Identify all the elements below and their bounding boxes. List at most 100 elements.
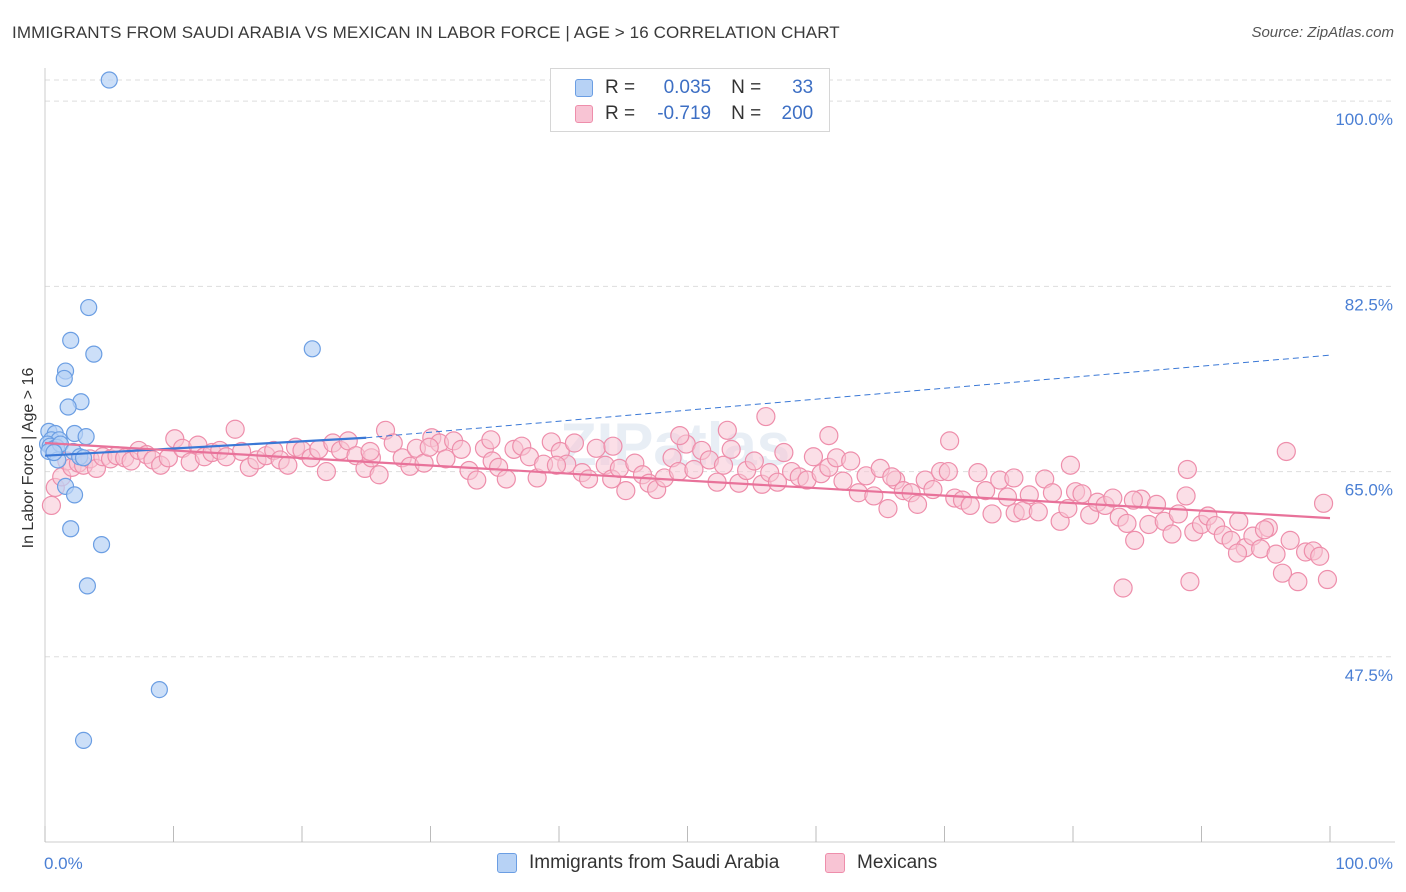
mexicans-point: [833, 471, 853, 491]
saudi-arabia-point: [55, 369, 73, 388]
legend-swatch-blue: [497, 853, 517, 873]
x-tick-label: 0.0%: [44, 854, 83, 873]
mexicans-point: [436, 449, 456, 469]
y-tick-label: 47.5%: [1345, 666, 1393, 685]
mexicans-point: [496, 469, 516, 489]
mexicans-point: [1313, 493, 1334, 513]
source-credit: Source: ZipAtlas.com: [1251, 24, 1394, 41]
saudi-arabia-point: [80, 298, 98, 317]
saudi-arabia-point: [92, 536, 111, 554]
mexicans-point: [451, 439, 471, 459]
x-tick-label: 100.0%: [1335, 854, 1393, 873]
legend-item-mexicans: Mexicans: [825, 852, 937, 874]
saudi-arabia-points: [38, 71, 321, 750]
saudi-arabia-point: [100, 71, 118, 89]
mexicans-point: [586, 438, 606, 458]
mexicans-point: [1180, 572, 1200, 592]
mexicans-point: [578, 469, 599, 489]
saudi-arabia-trend-line: [44, 436, 367, 457]
saudi-arabia-point: [85, 345, 103, 363]
mexicans-point: [225, 419, 245, 439]
saudi-arabia-point: [65, 486, 84, 504]
mexicans-point: [414, 453, 434, 473]
legend-item-saudi-arabia: Immigrants from Saudi Arabia: [497, 852, 779, 874]
mexicans-point: [1162, 524, 1182, 544]
tick-labels: 100.0% 82.5% 65.0% 47.5% 0.0% 100.0%: [44, 110, 1393, 873]
mexicans-point: [603, 436, 623, 456]
saudi-arabia-point: [303, 340, 321, 358]
mexicans-point: [419, 437, 439, 457]
mexicans-point: [1139, 514, 1159, 535]
mexicans-point: [1317, 569, 1338, 590]
mexicans-point: [1123, 490, 1143, 510]
mexicans-point: [756, 406, 776, 427]
mexicans-point: [938, 461, 958, 482]
mexicans-point: [41, 495, 62, 516]
mexicans-point: [670, 426, 690, 446]
series-legend: Immigrants from Saudi Arabia Mexicans: [0, 852, 1406, 876]
legend-row-mexicans: R = -0.719 N = 200: [575, 102, 813, 126]
mexicans-points: [41, 406, 1338, 598]
mexicans-point: [1272, 563, 1293, 583]
saudi-arabia-point: [45, 443, 63, 462]
mexicans-point: [848, 483, 869, 503]
mexicans-point: [278, 455, 298, 475]
mexicans-point: [616, 481, 636, 501]
y-axis-title: In Labor Force | Age > 16: [20, 368, 37, 549]
mexicans-point: [1168, 504, 1188, 524]
mexicans-point: [1117, 513, 1137, 534]
mexicans-point: [907, 494, 928, 514]
legend-n-label: N =: [731, 103, 762, 124]
mexicans-point: [383, 433, 403, 453]
y-tick-label: 100.0%: [1335, 110, 1393, 129]
mexicans-point: [467, 470, 487, 490]
legend-label-saudi-arabia: Immigrants from Saudi Arabia: [529, 852, 780, 873]
legend-swatch-pink: [825, 853, 845, 873]
saudi-arabia-point: [62, 520, 80, 538]
mexicans-point: [684, 459, 704, 480]
mexicans-point: [1042, 483, 1063, 503]
mexicans-point: [878, 499, 898, 519]
mexicans-point: [1103, 488, 1123, 508]
y-tick-label: 82.5%: [1345, 295, 1393, 314]
mexicans-point: [1177, 459, 1197, 480]
legend-r-value: -0.719: [657, 103, 712, 124]
saudi-arabia-point: [150, 680, 168, 699]
mexicans-trend-line: [44, 441, 1331, 520]
mexicans-point: [1227, 543, 1248, 563]
mexicans-point: [864, 486, 884, 506]
legend-n-value: 200: [781, 103, 814, 124]
legend-r-label: R =: [605, 103, 636, 124]
mexicans-point: [744, 451, 764, 471]
trend-lines: [44, 354, 1331, 520]
mexicans-point: [481, 430, 501, 450]
legend-n-label: N =: [731, 77, 762, 98]
mexicans-point: [316, 461, 337, 482]
saudi-arabia-point: [77, 428, 95, 446]
chart-title: IMMIGRANTS FROM SAUDI ARABIA VS MEXICAN …: [12, 23, 840, 42]
legend-label-mexicans: Mexicans: [857, 852, 938, 873]
mexicans-point: [369, 465, 389, 485]
mexicans-point: [717, 420, 737, 440]
mexicans-point: [713, 455, 734, 475]
saudi-arabia-point: [78, 577, 97, 595]
mexicans-point: [774, 442, 794, 463]
legend-n-value: 33: [792, 77, 814, 98]
mexicans-point: [841, 451, 861, 471]
mexicans-point: [360, 441, 380, 462]
mexicans-point: [819, 426, 839, 446]
mexicans-point: [1060, 455, 1081, 475]
mexicans-point: [338, 431, 358, 451]
mexicans-point: [968, 463, 988, 483]
mexicans-point: [997, 487, 1018, 507]
mexicans-point: [721, 439, 741, 459]
mexicans-point: [1254, 520, 1275, 540]
mexicans-point: [1288, 572, 1308, 592]
mexicans-point: [1229, 511, 1249, 531]
mexicans-point: [976, 481, 996, 501]
mexicans-point: [803, 447, 824, 467]
legend-row-saudi: R = 0.035 N = 33: [575, 76, 813, 100]
mexicans-point: [1113, 578, 1133, 598]
mexicans-point: [982, 504, 1002, 524]
